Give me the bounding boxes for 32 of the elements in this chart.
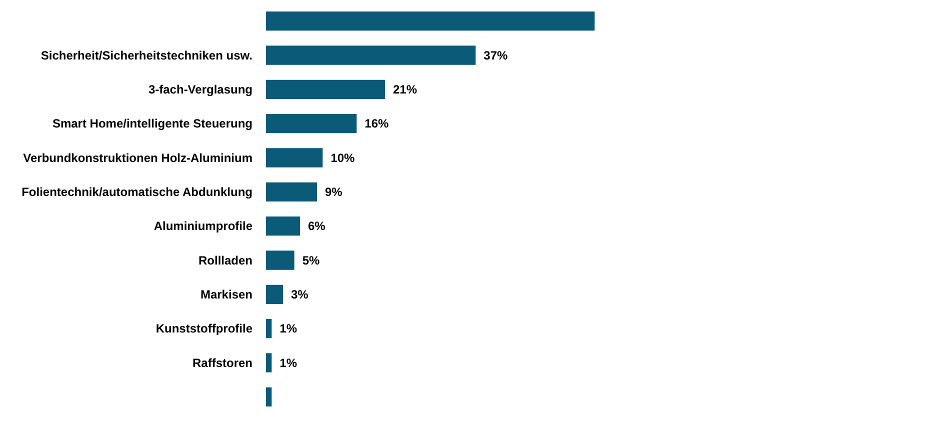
bar (266, 80, 385, 99)
bar (266, 250, 294, 270)
bar (266, 114, 357, 134)
data-label: 3% (291, 287, 309, 302)
y-tick-label: Folientechnik/automatische Abdunklung (22, 184, 252, 199)
y-tick-label: Sicherheit/Sicherheitstechniken usw. (40, 48, 252, 62)
data-label: 6% (308, 219, 326, 234)
bar (266, 353, 272, 372)
y-tick-label: 3-fach-Verglasung (148, 82, 252, 96)
data-label: 5% (302, 253, 320, 268)
y-tick-label: Markisen (200, 287, 252, 302)
y-tick-label: Kunststoffprofile (156, 322, 253, 336)
y-tick-label: Rollladen (198, 253, 252, 268)
data-label: 21% (393, 82, 418, 96)
bar (266, 46, 476, 65)
bar (266, 387, 272, 406)
y-tick-label: Verbundkonstruktionen Holz-Aluminium (23, 150, 252, 165)
data-label: 10% (330, 150, 356, 165)
data-label: 37% (484, 48, 508, 62)
data-label: 9% (325, 184, 343, 199)
data-label: 1% (280, 356, 298, 370)
bar (266, 182, 317, 202)
bar (266, 12, 595, 31)
data-label: 16% (364, 116, 390, 131)
bar (266, 284, 283, 304)
y-tick-label: Smart Home/intelligente Steuerung (52, 116, 252, 131)
bar (266, 319, 272, 338)
y-tick-label: Raffstoren (192, 356, 252, 370)
y-tick-label: Aluminiumprofile (154, 219, 253, 234)
data-label: 1% (280, 322, 298, 336)
bar (266, 148, 323, 168)
bar (266, 216, 300, 236)
